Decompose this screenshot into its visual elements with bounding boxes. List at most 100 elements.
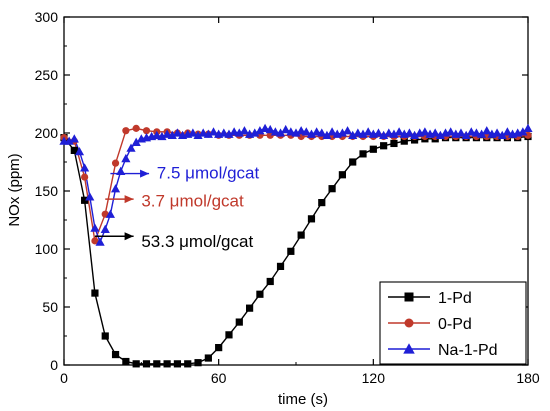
data-point [81,173,89,181]
data-point [193,130,203,139]
data-point [477,129,487,138]
data-point [246,304,254,312]
data-point [297,231,305,239]
data-point [306,129,317,138]
x-axis-title: time (s) [278,391,328,408]
data-point [194,359,202,367]
data-point [318,199,326,207]
data-point [400,137,408,145]
data-point [373,128,384,137]
y-tick-label: 100 [35,241,59,257]
y-tick-label: 200 [35,125,59,141]
data-point [256,290,264,298]
x-tick-label: 180 [516,370,540,386]
data-point [132,124,140,132]
legend-marker [404,318,414,328]
data-point [105,209,115,218]
data-point [281,124,291,134]
data-point [307,215,316,223]
data-point [348,130,358,139]
data-point [275,128,286,137]
data-point [523,123,533,133]
annotation-label: 3.7 μmol/gcat [141,191,244,210]
data-point [167,130,177,139]
data-point [384,128,394,137]
data-point [338,171,346,179]
data-point [81,196,89,204]
data-point [101,332,109,340]
y-tick-label: 300 [35,9,59,25]
data-point [466,127,476,136]
data-point [95,237,105,246]
data-point [461,130,471,139]
data-point [430,128,440,137]
data-point [173,360,182,368]
data-point [276,262,285,270]
data-point [482,126,492,135]
data-point [492,128,502,137]
data-point [337,128,347,137]
annotation-label: 53.3 μmol/gcat [141,232,253,251]
data-point [215,344,223,352]
data-point [91,237,99,245]
data-point [265,124,275,134]
y-tick-label: 0 [50,357,58,373]
data-point [74,146,85,156]
y-tick-label: 50 [42,299,58,315]
data-point [266,277,274,286]
data-point [456,128,466,137]
data-point [287,247,295,255]
data-point [353,128,363,137]
data-point [239,126,250,135]
data-point [131,137,141,146]
data-point [204,354,212,362]
data-point [234,128,244,137]
data-point [312,127,322,136]
data-point [255,126,265,135]
data-point [219,128,229,137]
x-tick-label: 0 [60,370,68,386]
data-point [250,128,260,137]
legend-marker [404,292,414,302]
data-point [208,127,219,136]
data-point [317,128,327,137]
series-markers-na-1-pd [59,123,533,246]
data-point [497,130,507,139]
data-point [394,127,404,136]
data-point [229,127,239,136]
legend-marker [403,343,415,354]
data-point [379,130,389,139]
data-point [260,123,270,133]
data-point [111,350,120,359]
data-point [327,127,337,136]
data-point [369,145,377,153]
data-point [157,131,167,141]
data-point [483,132,491,141]
data-point [198,128,208,137]
data-point [188,128,198,137]
data-point [153,360,161,368]
data-point [126,143,136,152]
data-point [389,129,399,138]
data-point [122,357,130,366]
data-point [235,318,243,326]
x-tick-label: 60 [211,370,227,386]
legend-label: 0-Pd [438,316,472,333]
data-point [110,184,121,193]
data-point [111,159,120,167]
data-point [363,127,373,136]
data-point [225,331,233,339]
data-point [184,360,192,368]
y-axis-title: NOx (ppm) [6,153,23,226]
data-point [349,158,357,166]
data-point [409,130,420,139]
series-line-1-pd [63,135,529,365]
annotation-label: 7.5 μmol/gcat [157,163,260,182]
data-point [163,360,171,368]
data-point [90,223,100,232]
data-point [121,153,131,163]
x-tick-label: 120 [362,370,386,386]
data-point [358,129,368,138]
data-point [322,130,332,139]
data-point [224,129,234,138]
